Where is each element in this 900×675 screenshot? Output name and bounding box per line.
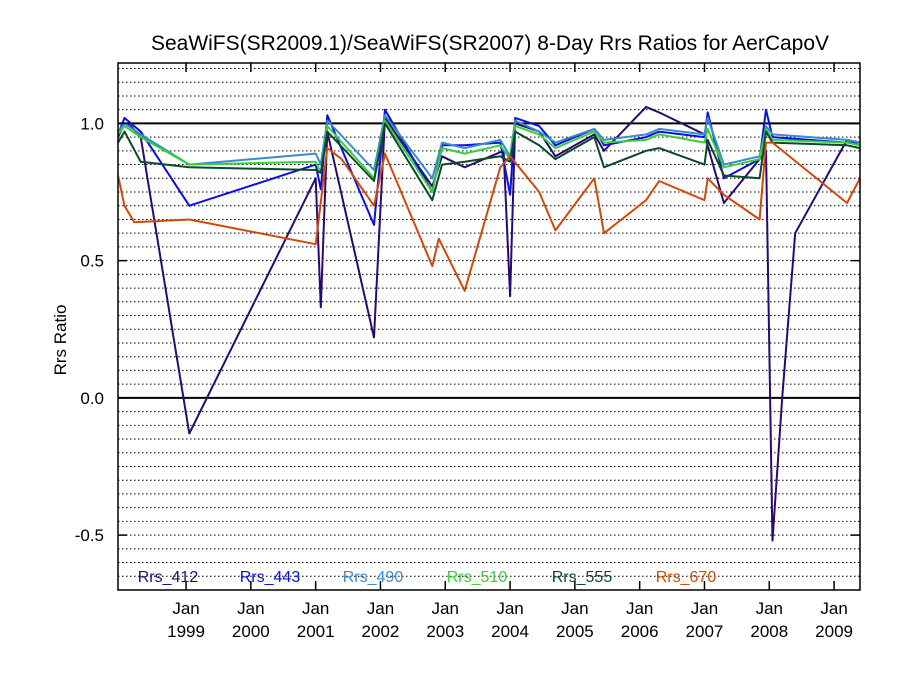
- legend-item-rrs-412: Rrs_412: [138, 569, 199, 586]
- legend-item-rrs-555: Rrs_555: [552, 569, 613, 586]
- x-tick-label-year: 2002: [362, 622, 400, 641]
- series-line-rrs-670: [117, 141, 861, 292]
- x-tick-label-year: 2005: [556, 622, 594, 641]
- x-tick-label-year: 1999: [167, 622, 205, 641]
- y-tick-label: -0.5: [75, 526, 104, 545]
- x-tick-label-year: 2007: [686, 622, 724, 641]
- series-line-rrs-555: [117, 122, 861, 202]
- x-tick-label-month: Jan: [561, 599, 588, 618]
- series-line-rrs-510: [117, 119, 861, 193]
- x-tick-label-year: 2000: [232, 622, 270, 641]
- y-tick-label: 0.0: [80, 389, 104, 408]
- grid-layer: [118, 67, 860, 577]
- chart-title: SeaWiFS(SR2009.1)/SeaWiFS(SR2007) 8-Day …: [151, 32, 829, 55]
- series-layer: [117, 105, 861, 542]
- x-tick-label-month: Jan: [691, 599, 718, 618]
- legend-item-rrs-670: Rrs_670: [656, 569, 717, 586]
- y-axis-label: Rrs Ratio: [51, 305, 70, 376]
- x-tick-label-year: 2009: [815, 622, 853, 641]
- axis-layer: 1.0 0.5 0.0 -0.5 Jan 1999 Jan 2000 Jan 2001 Jan 200…: [75, 62, 861, 641]
- legend-item-rrs-490: Rrs_490: [343, 569, 404, 586]
- x-tick-label-month: Jan: [496, 599, 523, 618]
- x-tick-label-month: Jan: [626, 599, 653, 618]
- x-tick-label-year: 2001: [297, 622, 335, 641]
- legend-item-rrs-443: Rrs_443: [240, 569, 301, 586]
- plot-frame: [117, 62, 861, 591]
- series-line-rrs-490: [117, 114, 861, 180]
- y-tick-label: 0.5: [80, 252, 104, 271]
- series-line-rrs-443: [117, 108, 860, 226]
- series-line-rrs-412: [117, 105, 861, 542]
- x-tick-label-month: Jan: [367, 599, 394, 618]
- x-tick-label-month: Jan: [237, 599, 264, 618]
- legend-item-rrs-510: Rrs_510: [447, 569, 508, 586]
- legend-layer: Rrs_412 Rrs_443 Rrs_490 Rrs_510 Rrs_555 Rrs_6…: [138, 569, 717, 586]
- x-tick-label-year: 2008: [750, 622, 788, 641]
- x-tick-label-month: Jan: [302, 599, 329, 618]
- x-tick-label-month: Jan: [172, 599, 199, 618]
- x-tick-label-year: 2003: [426, 622, 464, 641]
- x-tick-label-month: Jan: [432, 599, 459, 618]
- x-tick-label-month: Jan: [820, 599, 847, 618]
- y-tick-label: 1.0: [80, 114, 104, 133]
- x-tick-label-year: 2004: [491, 622, 529, 641]
- x-tick-label-month: Jan: [756, 599, 783, 618]
- x-tick-label-year: 2006: [621, 622, 659, 641]
